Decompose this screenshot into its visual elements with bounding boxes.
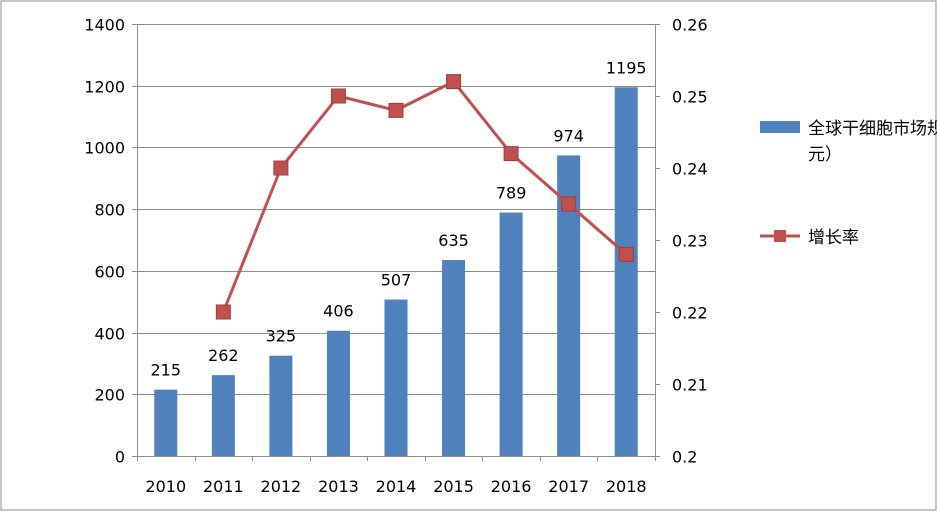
growth-rate-marker (215, 304, 231, 320)
x-tick-label: 2018 (606, 477, 647, 496)
growth-rate-marker (618, 246, 634, 262)
legend-swatch-bar (760, 121, 800, 133)
right-tick-label: 0.21 (672, 376, 708, 395)
x-tick-label: 2014 (376, 477, 417, 496)
growth-rate-marker (503, 146, 519, 162)
bar-data-labels: 215 262 325 406 507 635 789 974 1195 (151, 58, 647, 379)
growth-rate-marker (273, 160, 289, 176)
bar (442, 260, 466, 456)
bar-data-label: 406 (323, 302, 354, 321)
bar (614, 87, 638, 456)
line-series (215, 74, 634, 320)
left-tick-label: 1200 (84, 78, 125, 97)
growth-rate-marker (561, 196, 577, 212)
left-tick-label: 0 (115, 448, 125, 467)
bar (154, 389, 178, 456)
bar (384, 299, 408, 456)
x-tick-label: 2017 (548, 477, 589, 496)
left-tick-label: 400 (94, 325, 125, 344)
legend-label-market: 元） (808, 145, 842, 165)
left-axis-ticks: 0 200 400 600 800 1000 1200 1400 (84, 16, 137, 467)
growth-rate-marker (330, 88, 346, 104)
bar-data-label: 262 (208, 346, 239, 365)
growth-rate-marker (388, 102, 404, 118)
right-tick-label: 0.26 (672, 16, 708, 35)
x-tick-label: 2012 (261, 477, 302, 496)
left-tick-label: 1400 (84, 16, 125, 35)
bar-data-label: 1195 (606, 58, 647, 77)
left-tick-label: 1000 (84, 139, 125, 158)
right-tick-label: 0.23 (672, 232, 708, 251)
x-tick-label: 2016 (491, 477, 532, 496)
legend-swatch-marker (774, 230, 786, 242)
legend: 全球干细胞市场规模（亿美元） 增长率 (760, 119, 937, 248)
right-tick-label: 0.22 (672, 304, 708, 323)
legend-label-growth: 增长率 (808, 228, 859, 248)
x-tick-label: 2010 (145, 477, 186, 496)
x-tick-label: 2011 (203, 477, 244, 496)
gridlines (137, 24, 655, 395)
bar-data-label: 974 (553, 126, 584, 145)
right-axis-ticks: 0.2 0.21 0.22 0.23 0.24 0.25 0.26 (655, 16, 708, 467)
right-tick-label: 0.2 (672, 448, 697, 467)
bar (499, 212, 523, 456)
growth-rate-line (221, 80, 628, 313)
right-tick-label: 0.24 (672, 160, 708, 179)
left-tick-label: 800 (94, 201, 125, 220)
bar (211, 375, 235, 456)
bar-data-label: 635 (438, 231, 469, 250)
bar (557, 155, 581, 457)
bar-data-label: 507 (381, 271, 412, 290)
left-tick-label: 600 (94, 263, 125, 282)
bar-series (154, 87, 638, 457)
bar (269, 355, 293, 456)
legend-label-market: 全球干细胞市场规模（亿美 (808, 119, 937, 139)
growth-rate-marker (446, 74, 462, 90)
right-tick-label: 0.25 (672, 88, 708, 107)
bar-data-label: 789 (496, 184, 527, 203)
bar-data-label: 215 (151, 361, 182, 380)
bar (326, 330, 350, 456)
x-tick-label: 2015 (433, 477, 474, 496)
x-axis-ticks: 2010 2011 2012 2013 2014 2015 2016 2017 2018 (137, 456, 656, 496)
x-tick-label: 2013 (318, 477, 359, 496)
bar-data-label: 325 (266, 327, 297, 346)
left-tick-label: 200 (94, 386, 125, 405)
